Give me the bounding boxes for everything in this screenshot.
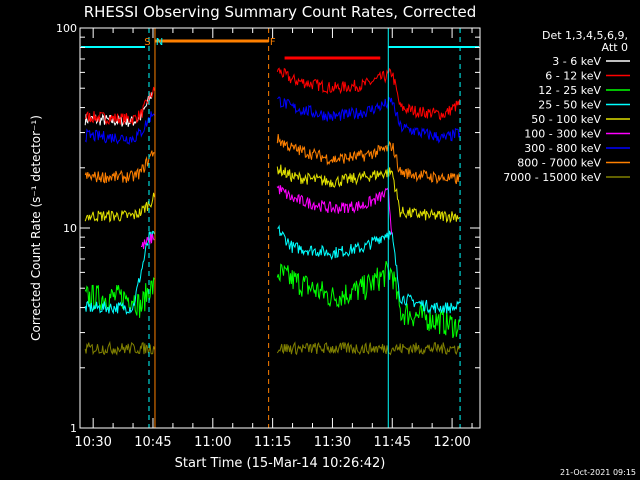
x-tick-label: 10:30 — [74, 435, 111, 450]
legend-entry-label: 300 - 800 keV — [524, 142, 601, 155]
flag-label-n: N — [156, 37, 163, 48]
series-line — [84, 164, 461, 224]
plot-frame — [79, 27, 481, 429]
legend-entry-label: 6 - 12 keV — [545, 70, 601, 83]
x-axis-label: Start Time (15-Mar-14 10:26:42) — [175, 456, 386, 471]
series-line — [84, 224, 461, 316]
legend-entry-label: 25 - 50 keV — [538, 99, 601, 112]
y-tick-label: 100 — [56, 22, 77, 35]
legend-entry-label: 12 - 25 keV — [538, 84, 601, 97]
legend-header: Att 0 — [602, 41, 628, 54]
x-tick-label: 11:30 — [314, 435, 351, 450]
series-line — [84, 96, 461, 146]
x-tick-label: 10:45 — [134, 435, 171, 450]
legend: Det 1,3,4,5,6,9,Att 03 - 6 keV 6 - 12 keV… — [503, 29, 630, 184]
flag-label-f: F — [270, 37, 276, 48]
y-tick-label: 10 — [63, 222, 77, 235]
x-tick-label: 11:45 — [374, 435, 411, 450]
series-line — [84, 340, 461, 356]
series-line — [84, 67, 461, 126]
legend-header: Det 1,3,4,5,6,9, — [542, 29, 628, 42]
series-line — [84, 260, 461, 339]
chart-title: RHESSI Observing Summary Count Rates, Co… — [84, 3, 477, 21]
legend-entry-label: 800 - 7000 keV — [517, 157, 601, 170]
legend-entry-label: 7000 - 15000 keV — [503, 171, 601, 184]
x-tick-label: 11:15 — [254, 435, 291, 450]
legend-entry-label: 3 - 6 keV — [552, 55, 601, 68]
series-line — [84, 133, 461, 185]
flag-label-s: S — [144, 37, 150, 48]
legend-entry-label: 50 - 100 keV — [531, 113, 601, 126]
y-tick-label: 1 — [70, 422, 77, 435]
x-tick-label: 11:00 — [194, 435, 231, 450]
series-line — [141, 184, 393, 249]
footer-timestamp: 21-Oct-2021 09:15 — [560, 468, 636, 477]
legend-entry-label: 100 - 300 keV — [524, 128, 601, 141]
x-tick-label: 12:00 — [433, 435, 470, 450]
y-axis-label: Corrected Count Rate (s⁻¹ detector⁻¹) — [29, 115, 43, 341]
